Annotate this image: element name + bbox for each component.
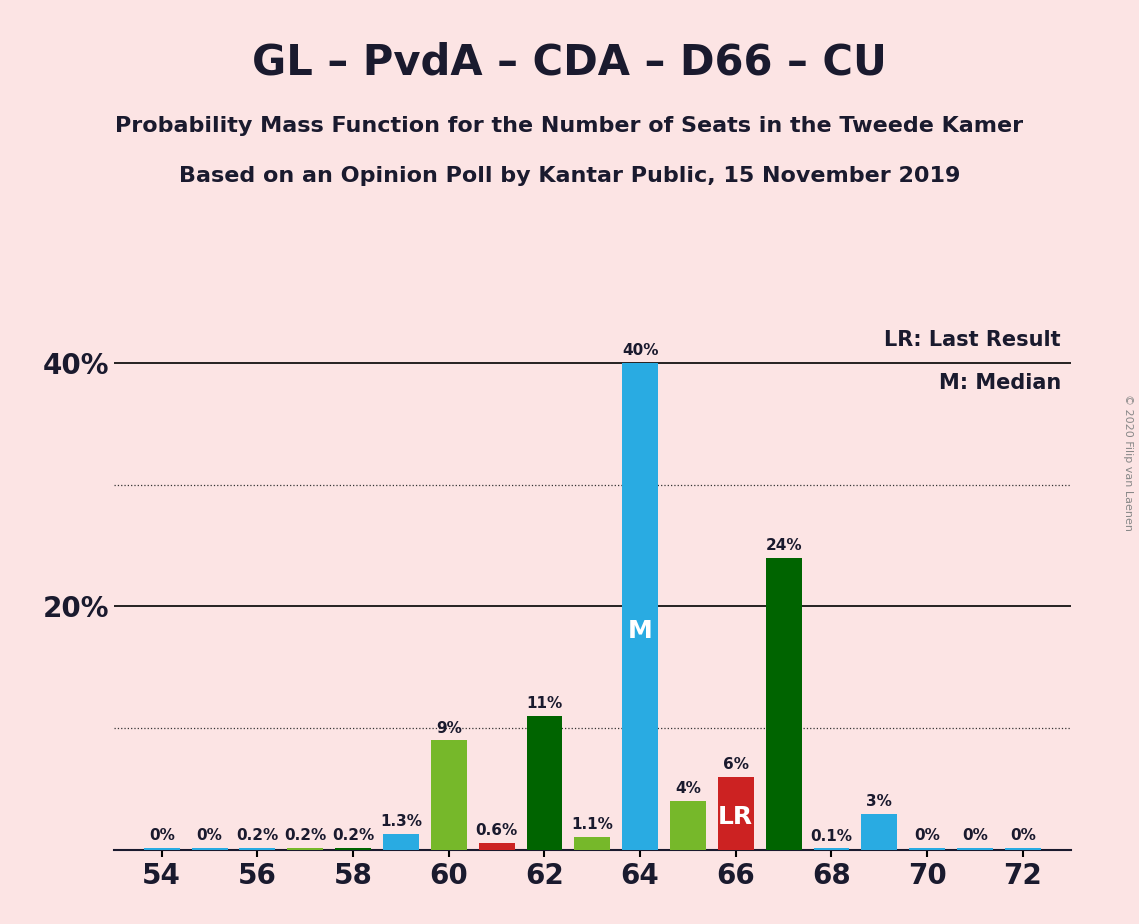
Bar — [144, 848, 180, 850]
Bar — [813, 849, 850, 850]
Bar — [383, 834, 419, 850]
Text: 0%: 0% — [149, 828, 174, 843]
Bar — [335, 847, 371, 850]
Bar — [431, 740, 467, 850]
Bar — [861, 813, 898, 850]
Bar — [526, 716, 563, 850]
Text: 0.2%: 0.2% — [284, 828, 327, 843]
Bar — [191, 848, 228, 850]
Bar — [765, 558, 802, 850]
Text: 1.1%: 1.1% — [572, 817, 613, 832]
Bar — [718, 777, 754, 850]
Bar — [670, 801, 706, 850]
Bar — [813, 848, 850, 850]
Bar — [1005, 848, 1041, 850]
Text: LR: LR — [719, 805, 753, 829]
Bar — [478, 843, 515, 850]
Bar — [431, 740, 467, 850]
Bar — [765, 558, 802, 850]
Bar — [861, 813, 898, 850]
Text: 11%: 11% — [526, 696, 563, 711]
Text: 1.3%: 1.3% — [380, 814, 421, 830]
Bar — [287, 847, 323, 850]
Bar — [622, 363, 658, 850]
Bar — [191, 848, 228, 850]
Text: 40%: 40% — [622, 343, 658, 358]
Bar — [144, 848, 180, 850]
Text: 9%: 9% — [436, 721, 461, 736]
Bar — [239, 847, 276, 850]
Bar — [622, 363, 658, 850]
Text: M: Median: M: Median — [939, 373, 1062, 393]
Text: LR: Last Result: LR: Last Result — [885, 330, 1062, 350]
Text: 0.2%: 0.2% — [236, 828, 279, 843]
Bar — [239, 847, 276, 850]
Text: 0.2%: 0.2% — [331, 828, 375, 843]
Text: 0.6%: 0.6% — [475, 823, 518, 838]
Bar — [478, 843, 515, 850]
Bar — [670, 801, 706, 850]
Text: 0%: 0% — [962, 828, 988, 843]
Text: 0%: 0% — [1010, 828, 1035, 843]
Text: 4%: 4% — [675, 782, 700, 796]
Bar — [718, 777, 754, 850]
Bar — [957, 848, 993, 850]
Bar — [383, 834, 419, 850]
Text: 6%: 6% — [723, 757, 748, 772]
Text: GL – PvdA – CDA – D66 – CU: GL – PvdA – CDA – D66 – CU — [252, 42, 887, 83]
Text: 3%: 3% — [867, 794, 892, 808]
Text: 0%: 0% — [197, 828, 222, 843]
Text: Based on an Opinion Poll by Kantar Public, 15 November 2019: Based on an Opinion Poll by Kantar Publi… — [179, 166, 960, 187]
Text: 0.1%: 0.1% — [811, 829, 852, 844]
Text: 24%: 24% — [765, 538, 802, 553]
Text: © 2020 Filip van Laenen: © 2020 Filip van Laenen — [1123, 394, 1133, 530]
Text: Probability Mass Function for the Number of Seats in the Tweede Kamer: Probability Mass Function for the Number… — [115, 116, 1024, 136]
Text: 0%: 0% — [915, 828, 940, 843]
Bar — [287, 847, 323, 850]
Text: M: M — [628, 619, 653, 643]
Bar — [909, 848, 945, 850]
Bar — [574, 837, 611, 850]
Bar — [909, 848, 945, 850]
Bar — [1005, 848, 1041, 850]
Bar — [335, 847, 371, 850]
Bar — [526, 716, 563, 850]
Bar — [957, 848, 993, 850]
Bar — [574, 837, 611, 850]
